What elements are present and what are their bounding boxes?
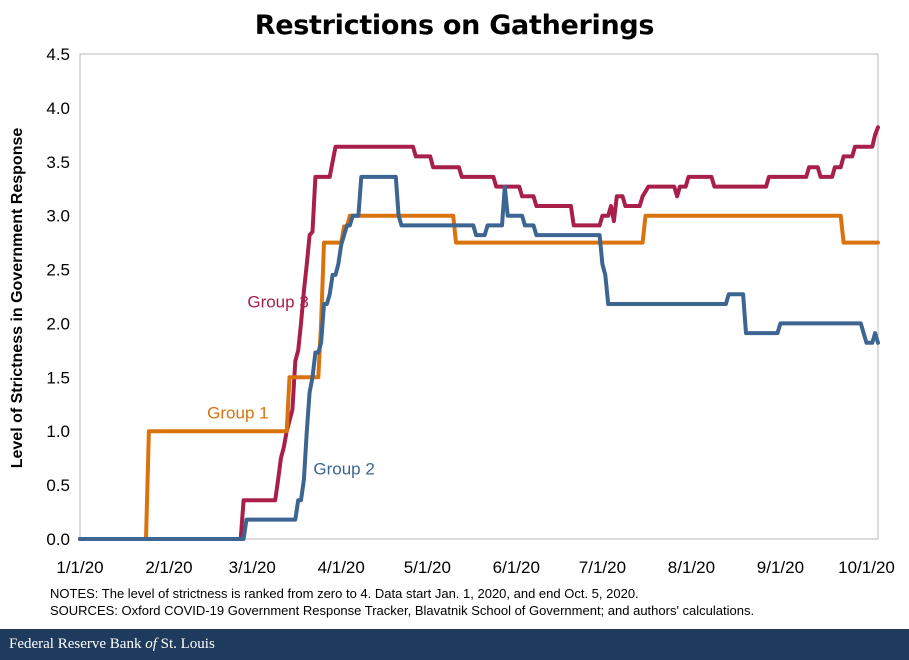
series-label-group-3: Group 3 [247,292,308,311]
x-tick-label: 10/1/20 [838,558,895,577]
footer-prefix: Federal Reserve Bank [9,636,146,652]
y-tick-label: 0.0 [46,530,70,549]
y-tick-label: 3.5 [46,153,70,172]
sources-text: SOURCES: Oxford COVID-19 Government Resp… [50,603,755,618]
series-label-group-2: Group 2 [313,459,374,478]
x-tick-label: 8/1/20 [668,558,715,577]
x-tick-label: 7/1/20 [579,558,626,577]
series-label-group-1: Group 1 [207,403,268,422]
chart-notes: NOTES: The level of strictness is ranked… [50,585,754,619]
y-tick-label: 2.0 [46,314,70,333]
x-tick-label: 5/1/20 [404,558,451,577]
chart-title: Restrictions on Gatherings [254,10,655,41]
y-tick-label: 4.5 [46,45,70,64]
x-tick-label: 3/1/20 [229,558,276,577]
y-tick-label: 0.5 [46,476,70,495]
footer-bar: Federal Reserve Bank of St. Louis [0,629,909,660]
y-tick-label: 3.0 [46,207,70,226]
x-tick-label: 1/1/20 [56,558,103,577]
line-chart: 0.0 0.5 1.0 1.5 2.0 2.5 3.0 3.5 4.0 4.5 1/1/20 2/1/… [46,45,895,577]
plot-frame [79,53,879,540]
series-line-group-2 [78,174,880,541]
x-tick-label: 4/1/20 [318,558,365,577]
x-tick-label: 2/1/20 [145,558,192,577]
footer-suffix: St. Louis [156,636,215,652]
series-line-group-1 [78,213,880,541]
notes-text: NOTES: The level of strictness is ranked… [50,586,639,601]
y-tick-label: 1.0 [46,422,70,441]
x-tick-label: 9/1/20 [757,558,804,577]
footer-logo-text: Federal Reserve Bank of St. Louis [9,636,215,653]
y-tick-label: 4.0 [46,99,70,118]
y-tick-label: 2.5 [46,261,70,280]
footer-italic: of [145,636,157,652]
series-line-group-3 [78,125,880,541]
y-tick-label: 1.5 [46,368,70,387]
x-tick-label: 6/1/20 [493,558,540,577]
